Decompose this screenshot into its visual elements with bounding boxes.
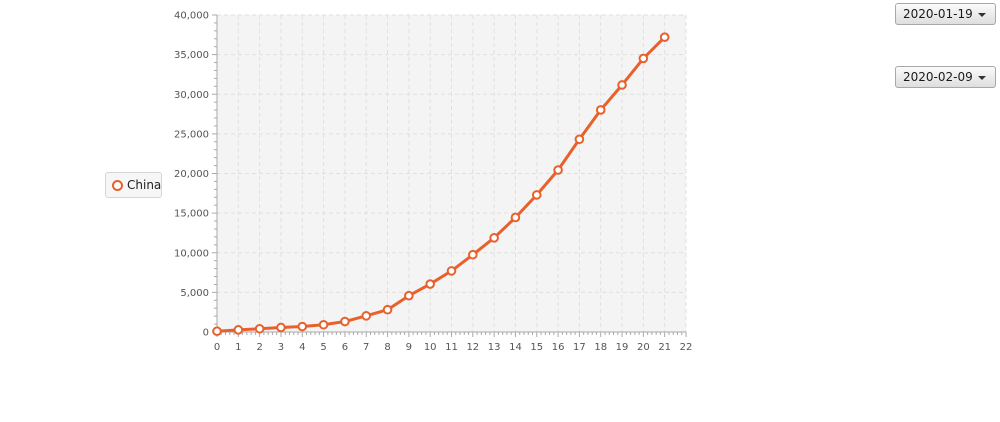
grid-lines bbox=[217, 14, 687, 332]
y-tick-label: 25,000 bbox=[174, 129, 209, 140]
x-tick-label: 17 bbox=[573, 342, 586, 353]
y-tick-label: 20,000 bbox=[174, 169, 209, 180]
data-point bbox=[382, 304, 393, 315]
legend-label-china: China bbox=[127, 178, 162, 192]
series-group bbox=[212, 32, 670, 337]
data-point bbox=[510, 212, 521, 223]
x-tick-label: 10 bbox=[424, 342, 437, 353]
chevron-down-icon bbox=[978, 76, 986, 80]
x-tick-label: 5 bbox=[320, 342, 326, 353]
data-point bbox=[617, 80, 627, 90]
end-date-select[interactable]: 2020-02-09 bbox=[895, 66, 996, 88]
chevron-down-icon bbox=[978, 13, 986, 17]
data-point bbox=[276, 322, 286, 333]
data-point bbox=[297, 321, 308, 332]
data-point bbox=[425, 279, 435, 289]
x-tick-label: 4 bbox=[299, 342, 305, 353]
data-point bbox=[254, 323, 265, 334]
x-tick-label: 16 bbox=[552, 342, 565, 353]
data-point bbox=[446, 266, 457, 276]
x-tick-label: 13 bbox=[488, 342, 501, 353]
x-tick-label: 18 bbox=[594, 342, 607, 353]
x-tick-label: 1 bbox=[235, 342, 241, 353]
legend-marker-icon bbox=[112, 179, 123, 191]
x-tick-label: 19 bbox=[616, 342, 629, 353]
data-point bbox=[574, 134, 585, 145]
y-tick-label: 10,000 bbox=[174, 248, 209, 259]
data-point bbox=[553, 165, 563, 175]
data-point bbox=[233, 325, 244, 335]
y-tick-label: 35,000 bbox=[174, 50, 209, 61]
data-point bbox=[638, 53, 649, 64]
start-date-value: 2020-01-19 bbox=[903, 7, 973, 21]
x-tick-label: 11 bbox=[445, 342, 458, 353]
data-point bbox=[212, 326, 222, 337]
data-point bbox=[468, 249, 478, 260]
x-axis-ticks: 0 1 2 3 4 5 6 7 8 9 10 11 12 13 14 15 16 17 18 19 20 21 22 bbox=[214, 332, 693, 353]
end-date-value: 2020-02-09 bbox=[903, 70, 973, 84]
x-tick-label: 9 bbox=[406, 342, 412, 353]
x-tick-label: 8 bbox=[384, 342, 390, 353]
x-tick-label: 2 bbox=[256, 342, 262, 353]
data-point bbox=[340, 316, 350, 327]
data-point bbox=[595, 105, 606, 115]
x-tick-label: 7 bbox=[363, 342, 369, 353]
x-tick-label: 14 bbox=[509, 342, 522, 353]
x-tick-label: 3 bbox=[278, 342, 284, 353]
data-point bbox=[489, 233, 499, 243]
data-point bbox=[659, 32, 670, 42]
x-tick-label: 15 bbox=[530, 342, 543, 353]
data-point bbox=[404, 290, 414, 301]
data-point bbox=[531, 190, 542, 200]
data-point bbox=[361, 311, 372, 321]
x-tick-label: 6 bbox=[342, 342, 348, 353]
y-tick-label: 0 bbox=[203, 328, 209, 339]
x-tick-label: 12 bbox=[466, 342, 479, 353]
y-axis-ticks: 0 5,000 10,000 15,000 20,000 25,000 30,000 35,0… bbox=[174, 11, 217, 339]
x-tick-label: 22 bbox=[680, 342, 693, 353]
y-tick-label: 5,000 bbox=[180, 288, 209, 299]
y-tick-label: 30,000 bbox=[174, 90, 209, 101]
x-tick-label: 20 bbox=[637, 342, 650, 353]
start-date-select[interactable]: 2020-01-19 bbox=[895, 3, 996, 25]
y-tick-label: 15,000 bbox=[174, 209, 209, 220]
legend: China bbox=[105, 172, 162, 198]
x-tick-label: 0 bbox=[214, 342, 220, 353]
x-tick-label: 21 bbox=[658, 342, 671, 353]
y-tick-label: 40,000 bbox=[174, 11, 209, 22]
series-line-china bbox=[216, 36, 666, 333]
data-point bbox=[318, 319, 329, 330]
